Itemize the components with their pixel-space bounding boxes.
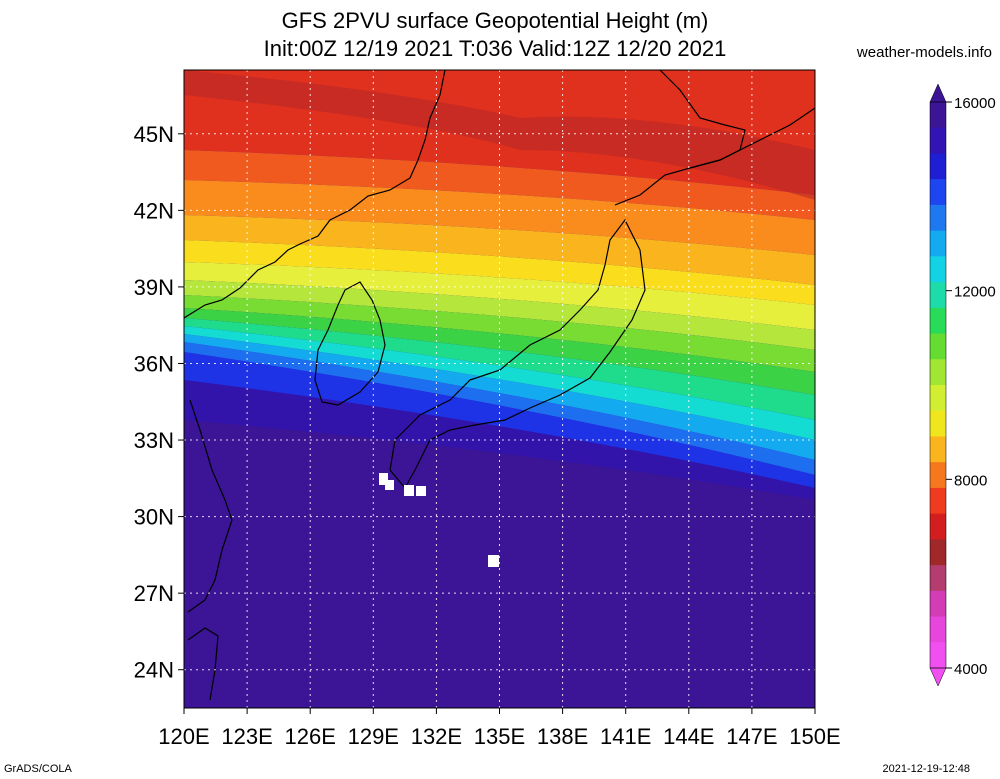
gridlines bbox=[184, 70, 815, 708]
colorbar-segment bbox=[930, 565, 946, 592]
lon-tick-label: 135E bbox=[474, 724, 525, 749]
colorbar-segment bbox=[930, 359, 946, 386]
colorbar-label: 8000 bbox=[954, 472, 987, 489]
colorbar-segment bbox=[930, 256, 946, 283]
lat-tick-label: 30N bbox=[134, 505, 174, 530]
colorbar-label: 4000 bbox=[954, 661, 987, 678]
missing-data-marks bbox=[379, 473, 499, 567]
height-band bbox=[184, 334, 815, 460]
colorbar-segment bbox=[930, 487, 946, 515]
lat-tick-label: 24N bbox=[134, 658, 174, 683]
colorbar-segment bbox=[930, 462, 946, 489]
lon-tick-label: 123E bbox=[221, 724, 272, 749]
height-band bbox=[184, 262, 815, 330]
footer-timestamp: 2021-12-19-12:48 bbox=[882, 763, 970, 775]
dark-red-core bbox=[184, 70, 815, 200]
colorbar-segment bbox=[930, 282, 946, 309]
lon-tick-label: 129E bbox=[348, 724, 399, 749]
lat-tick-label: 42N bbox=[134, 198, 174, 223]
lat-tick-label: 39N bbox=[134, 275, 174, 300]
coastline-taiwan bbox=[187, 627, 219, 701]
colorbar-segment bbox=[930, 179, 946, 206]
lon-tick-label: 132E bbox=[411, 724, 462, 749]
lon-tick-label: 147E bbox=[726, 724, 777, 749]
coastline-japan-honshu bbox=[389, 218, 646, 490]
chart-title-line2: Init:00Z 12/19 2021 T:036 Valid:12Z 12/2… bbox=[263, 36, 727, 61]
colorbar-max-arrow bbox=[929, 83, 947, 103]
height-band bbox=[184, 342, 815, 475]
height-band bbox=[184, 240, 815, 305]
colorbar-segment bbox=[930, 333, 946, 360]
colorbar-segment bbox=[930, 127, 946, 154]
lat-tick-label: 27N bbox=[134, 581, 174, 606]
chart-title-line1: GFS 2PVU surface Geopotential Height (m) bbox=[281, 8, 709, 33]
colorbar-label: 12000 bbox=[954, 284, 996, 301]
lat-tick-label: 33N bbox=[134, 428, 174, 453]
height-band bbox=[184, 318, 815, 420]
lat-tick-label: 36N bbox=[134, 351, 174, 376]
height-band bbox=[184, 295, 815, 372]
coastline-korea bbox=[314, 281, 386, 406]
colorbar-segment bbox=[930, 590, 946, 618]
height-field-bands bbox=[184, 70, 815, 500]
colorbar-segment bbox=[930, 153, 946, 180]
colorbar-segment bbox=[930, 616, 946, 643]
colorbar-segment bbox=[930, 204, 946, 232]
lon-tick-label: 144E bbox=[663, 724, 714, 749]
height-band bbox=[184, 326, 815, 440]
colorbar-segment bbox=[930, 102, 946, 129]
source-site-label: weather-models.info bbox=[856, 44, 992, 61]
colorbar-segment bbox=[930, 539, 946, 566]
height-band bbox=[184, 380, 815, 500]
colorbar-segment bbox=[930, 307, 946, 335]
lon-tick-label: 150E bbox=[789, 724, 840, 749]
footer-software-label: GrADS/COLA bbox=[4, 763, 72, 775]
colorbar-frame bbox=[929, 101, 947, 669]
colorbar-label: 16000 bbox=[954, 95, 996, 112]
colorbar-min-arrow bbox=[929, 667, 947, 687]
colorbar-segment bbox=[930, 436, 946, 463]
lon-tick-label: 141E bbox=[600, 724, 651, 749]
lon-tick-label: 138E bbox=[537, 724, 588, 749]
lon-tick-label: 120E bbox=[158, 724, 209, 749]
colorbar: 16000 12000 8000 4000 bbox=[929, 83, 996, 687]
colorbar-segment bbox=[930, 230, 946, 257]
colorbar-segment bbox=[930, 410, 946, 437]
height-band bbox=[184, 180, 815, 255]
longitude-axis: 120E 123E 126E 129E 132E 135E 138E 141E 144E 147E… bbox=[158, 708, 841, 749]
height-band bbox=[184, 308, 815, 395]
colorbar-segment bbox=[930, 513, 946, 540]
map-plot-area bbox=[184, 70, 815, 708]
lat-tick-label: 45N bbox=[134, 122, 174, 147]
coastline-mainland bbox=[184, 70, 446, 319]
coastline-kurils bbox=[689, 107, 815, 169]
latitude-axis: 45N 42N 39N 36N 33N 30N 27N 24N bbox=[134, 122, 184, 683]
lon-tick-label: 126E bbox=[285, 724, 336, 749]
colorbar-segment bbox=[930, 385, 946, 412]
colorbar-segment bbox=[930, 642, 946, 669]
